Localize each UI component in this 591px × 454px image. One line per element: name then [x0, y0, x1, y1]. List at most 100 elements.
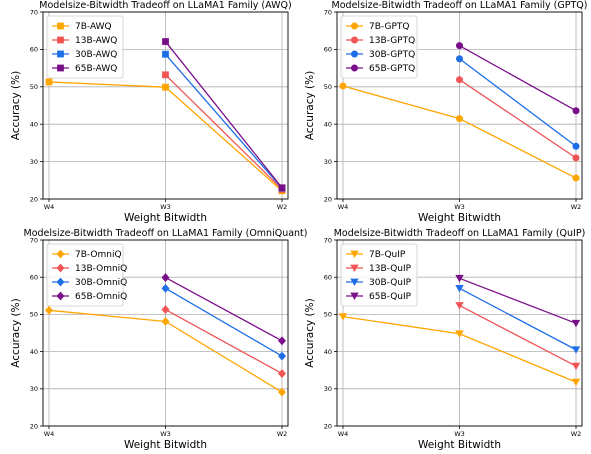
- data-point: [572, 154, 580, 162]
- data-point: [45, 305, 53, 315]
- y-tick-label: 60: [324, 46, 332, 54]
- x-tick-label: W3: [160, 203, 171, 211]
- y-tick-label: 70: [30, 236, 38, 244]
- y-tick-label: 20: [30, 422, 38, 430]
- y-tick-label: 60: [324, 274, 332, 282]
- legend-marker: [351, 50, 358, 58]
- data-point: [571, 319, 581, 328]
- x-tick-label: W4: [44, 430, 55, 438]
- series-line-3: [165, 287, 283, 357]
- series-line-2: [459, 304, 577, 367]
- data-point: [338, 313, 348, 321]
- x-axis-label: Weight Bitwidth: [124, 212, 207, 224]
- data-point: [455, 284, 464, 293]
- y-tick-label: 30: [324, 158, 332, 166]
- x-tick-label: W3: [454, 203, 465, 211]
- legend-label: 13B-QuIP: [369, 264, 412, 274]
- chart-panel-4: Modelsize-Bitwidth Tradeoff on LLaMA1 Fa…: [304, 228, 585, 451]
- series-line-4: [459, 277, 577, 324]
- y-tick-label: 60: [30, 46, 38, 54]
- y-tick-label: 70: [30, 8, 38, 16]
- data-point: [572, 142, 580, 150]
- legend-marker: [351, 22, 358, 30]
- data-point: [278, 184, 286, 192]
- y-tick-label: 70: [324, 8, 332, 16]
- legend: 7B-QuIP 13B-QuIP 30B-QuIP 65B-QuIP: [340, 243, 418, 307]
- legend-marker: [350, 278, 359, 286]
- legend-box: [340, 243, 418, 307]
- legend-label: 13B-OmniQ: [75, 264, 127, 274]
- legend-label: 7B-QuIP: [369, 250, 406, 260]
- data-point: [455, 302, 464, 310]
- legend-label: 65B-GPTQ: [369, 64, 415, 74]
- data-point: [278, 387, 286, 397]
- y-axis-label: Accuracy (%): [10, 298, 22, 367]
- data-point: [456, 55, 463, 63]
- chart-title: Modelsize-Bitwidth Tradeoff on LLaMA1 Fa…: [334, 228, 586, 239]
- legend-label: 65B-OmniQ: [75, 292, 127, 302]
- legend-marker: [56, 291, 65, 301]
- chart-panel-1: Modelsize-Bitwidth Tradeoff on LLaMA1 Fa…: [10, 0, 292, 224]
- data-point: [278, 351, 286, 361]
- data-point: [278, 369, 286, 378]
- series-line-4: [164, 41, 283, 189]
- legend-box: [46, 243, 124, 307]
- y-tick-label: 50: [30, 83, 38, 91]
- y-axis-label: Accuracy (%): [304, 71, 316, 140]
- data-point: [161, 283, 170, 293]
- series-line-3: [165, 53, 283, 189]
- y-tick-label: 70: [324, 236, 332, 244]
- x-axis-label: Weight Bitwidth: [418, 212, 501, 224]
- legend-label: 13B-GPTQ: [369, 36, 415, 46]
- series-line-3: [459, 58, 577, 147]
- data-point: [456, 76, 463, 84]
- x-tick-label: W2: [277, 430, 288, 438]
- data-point: [571, 378, 581, 387]
- x-tick-label: W4: [338, 430, 349, 438]
- chart-panel-2: Modelsize-Bitwidth Tradeoff on LLaMA1 Fa…: [304, 0, 587, 224]
- legend-marker: [351, 36, 358, 44]
- series-line-3: [459, 287, 577, 351]
- y-axis-label: Accuracy (%): [304, 298, 316, 367]
- legend-marker: [57, 22, 64, 30]
- chart-title: Modelsize-Bitwidth Tradeoff on LLaMA1 Fa…: [39, 0, 291, 11]
- legend-marker: [351, 64, 358, 72]
- data-point: [162, 38, 169, 45]
- series-line-4: [165, 277, 283, 342]
- legend-label: 7B-OmniQ: [75, 250, 122, 260]
- legend: 7B-GPTQ 13B-GPTQ 30B-GPTQ 65B-GPTQ: [340, 15, 418, 79]
- data-point: [572, 174, 580, 182]
- legend-label: 13B-AWQ: [75, 36, 117, 46]
- legend-label: 30B-GPTQ: [369, 50, 415, 60]
- plot-frame: [42, 239, 289, 427]
- y-tick-label: 40: [30, 121, 38, 129]
- y-tick-label: 40: [30, 348, 38, 356]
- x-tick-label: W3: [454, 430, 465, 438]
- data-point: [161, 317, 170, 326]
- legend-marker: [57, 64, 64, 72]
- data-point: [455, 274, 464, 283]
- x-tick-label: W2: [571, 203, 582, 211]
- chart-title: Modelsize-Bitwidth Tradeoff on LLaMA1 Fa…: [332, 0, 588, 11]
- legend: 7B-OmniQ 13B-OmniQ 30B-OmniQ 65B-OmniQ: [46, 243, 127, 307]
- data-point: [456, 42, 463, 50]
- series-line-2: [165, 74, 283, 190]
- legend-label: 30B-AWQ: [75, 50, 117, 60]
- x-tick-label: W2: [571, 430, 582, 438]
- legend-marker: [350, 250, 359, 258]
- legend-marker: [56, 249, 65, 259]
- legend-box: [340, 15, 418, 79]
- data-point: [455, 330, 464, 338]
- y-tick-label: 30: [30, 158, 38, 166]
- y-tick-label: 40: [324, 348, 332, 356]
- y-tick-label: 50: [324, 83, 332, 91]
- chart-panel-3: Modelsize-Bitwidth Tradeoff on LLaMA1 Fa…: [10, 228, 307, 451]
- y-tick-label: 50: [324, 311, 332, 319]
- x-tick-label: W4: [44, 203, 55, 211]
- data-point: [572, 107, 580, 115]
- legend-label: 30B-QuIP: [369, 278, 412, 288]
- legend-marker: [57, 50, 64, 58]
- y-tick-label: 20: [324, 195, 332, 203]
- legend-label: 7B-AWQ: [75, 22, 112, 32]
